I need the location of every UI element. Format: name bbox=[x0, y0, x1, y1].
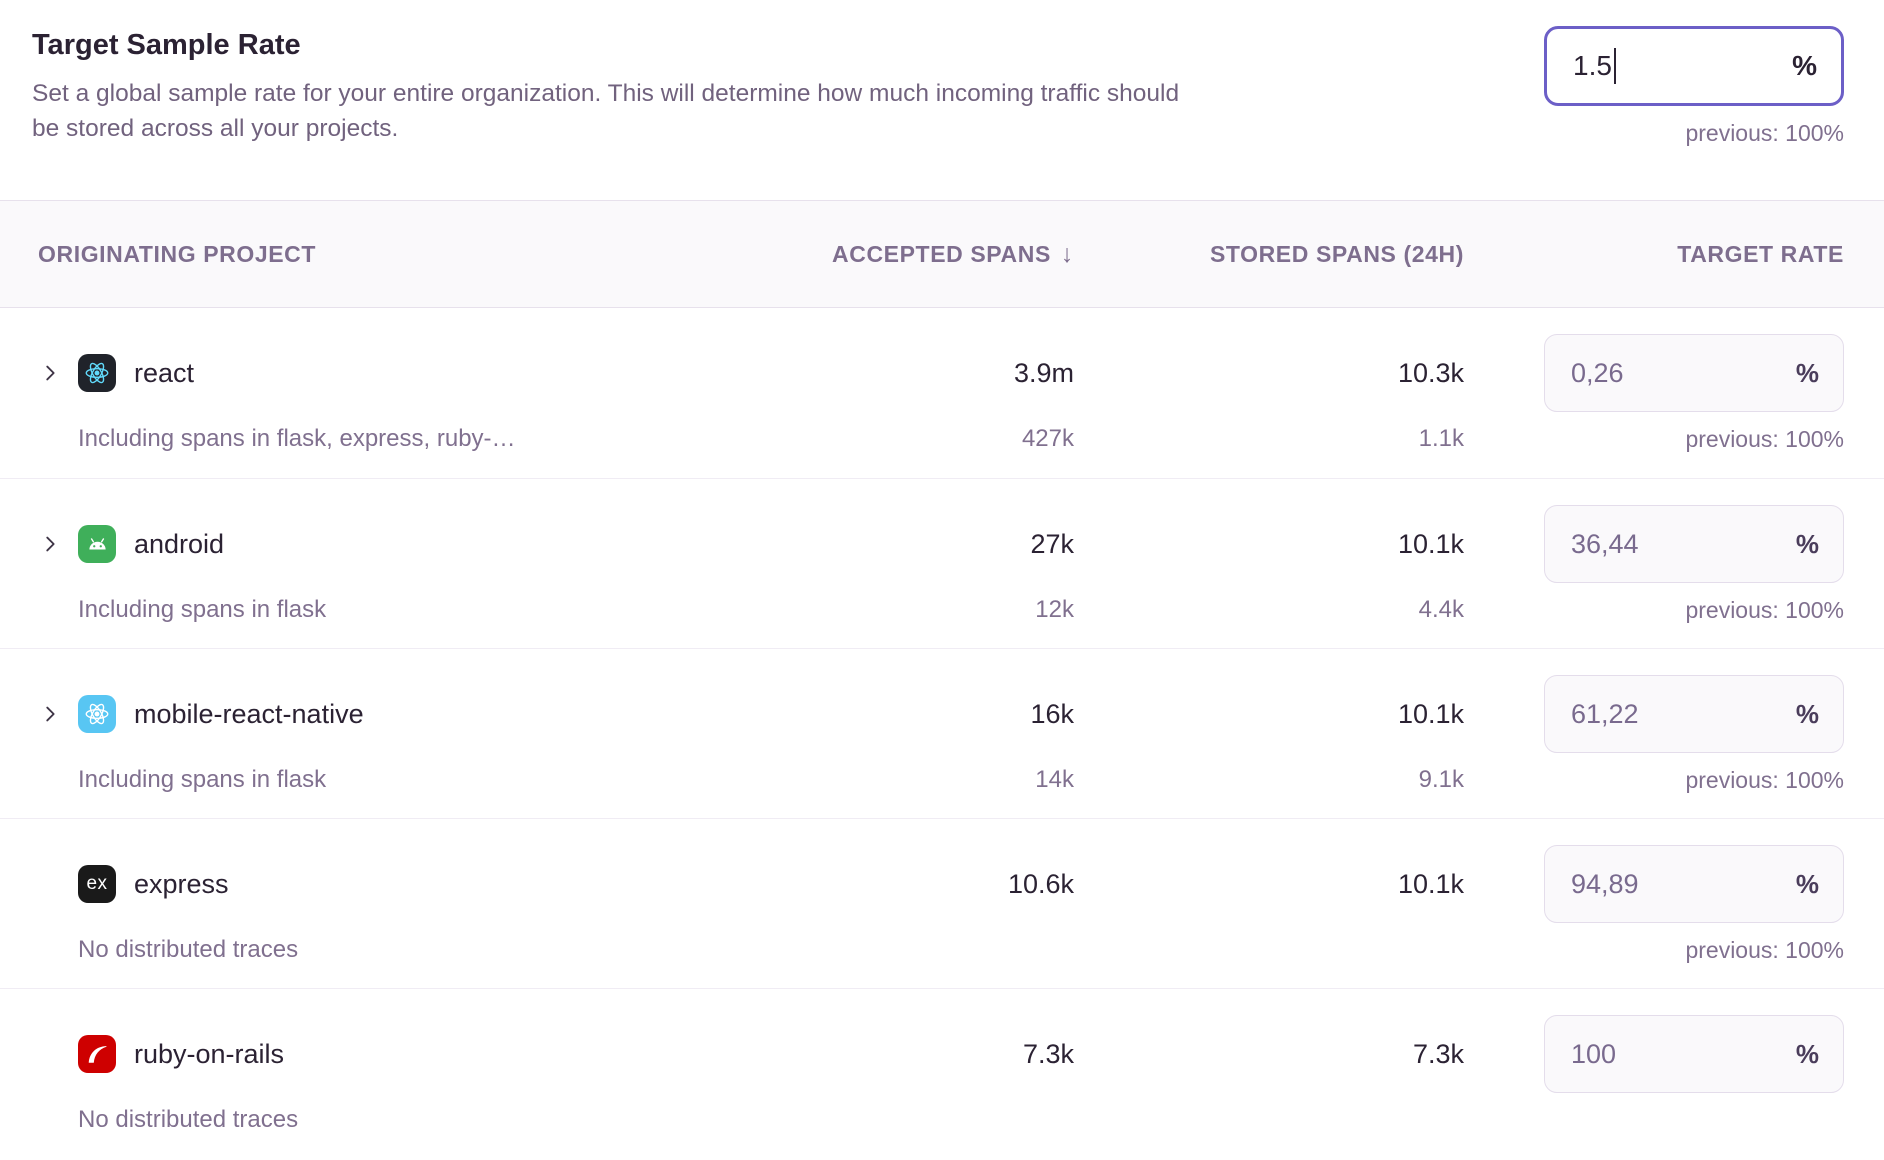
target-rate-value: 0,26 bbox=[1571, 357, 1624, 388]
accepted-spans-value: 7.3k bbox=[1022, 1038, 1074, 1069]
rails-icon bbox=[78, 1035, 116, 1073]
project-name: express bbox=[134, 868, 229, 899]
percent-suffix: % bbox=[1795, 698, 1819, 729]
target-rate-value: 94,89 bbox=[1571, 868, 1639, 899]
accepted-spans-value: 27k bbox=[1030, 528, 1074, 559]
target-rate-value: 100 bbox=[1571, 1038, 1617, 1069]
org-previous-rate: previous: 100% bbox=[1685, 120, 1844, 146]
percent-suffix: % bbox=[1795, 357, 1819, 388]
stored-spans-subvalue: 4.4k bbox=[1418, 596, 1464, 623]
accepted-spans-value: 16k bbox=[1030, 698, 1074, 729]
row-previous-rate bbox=[1464, 1105, 1844, 1135]
target-rate-value: 36,44 bbox=[1571, 528, 1639, 559]
org-rate-control: 1.5 % previous: 100% bbox=[1544, 26, 1844, 147]
percent-suffix: % bbox=[1792, 50, 1817, 81]
target-rate-input[interactable]: 0,26 % bbox=[1544, 334, 1844, 412]
react-icon bbox=[78, 354, 116, 392]
accepted-spans-subvalue bbox=[774, 1105, 1074, 1135]
accepted-spans-subvalue bbox=[774, 935, 1074, 965]
accepted-spans-value: 10.6k bbox=[1007, 868, 1074, 899]
project-row-android: android 27k 10.1k 36,44 % Including span… bbox=[0, 478, 1884, 648]
target-rate-input[interactable]: 94,89 % bbox=[1544, 845, 1844, 923]
stored-spans-subvalue bbox=[1074, 935, 1464, 965]
row-trace-note: Including spans in flask bbox=[78, 766, 327, 793]
accepted-spans-subvalue: 14k bbox=[1035, 766, 1074, 793]
android-icon bbox=[78, 525, 116, 563]
stored-spans-subvalue: 1.1k bbox=[1418, 425, 1464, 452]
section-title: Target Sample Rate bbox=[32, 29, 301, 61]
accepted-spans-subvalue: 12k bbox=[1035, 596, 1074, 623]
target-rate-value: 61,22 bbox=[1571, 698, 1639, 729]
project-name: ruby-on-rails bbox=[134, 1038, 285, 1069]
column-originating-project: ORIGINATING PROJECT bbox=[38, 240, 317, 267]
column-target-rate: TARGET RATE bbox=[1677, 240, 1844, 267]
org-sample-rate-input[interactable]: 1.5 % bbox=[1544, 26, 1844, 106]
accepted-spans-subvalue: 427k bbox=[1021, 425, 1074, 452]
percent-suffix: % bbox=[1795, 1038, 1819, 1069]
row-previous-rate: previous: 100% bbox=[1685, 425, 1844, 452]
org-sample-rate-value: 1.5 bbox=[1573, 50, 1612, 81]
target-rate-input[interactable]: 61,22 % bbox=[1544, 675, 1844, 753]
project-row-mobile-react-native: mobile-react-native 16k 10.1k 61,22 % In… bbox=[0, 648, 1884, 818]
row-trace-note: Including spans in flask bbox=[78, 596, 327, 623]
row-trace-note: Including spans in flask, express, ruby-… bbox=[78, 425, 516, 452]
project-name: react bbox=[134, 357, 195, 388]
target-rate-input[interactable]: 36,44 % bbox=[1544, 505, 1844, 583]
table-header: ORIGINATING PROJECT ACCEPTED SPANS ↓ STOR… bbox=[0, 200, 1884, 308]
project-row-react: react 3.9m 10.3k 0,26 % Including spans … bbox=[0, 308, 1884, 478]
accepted-spans-value: 3.9m bbox=[1013, 357, 1074, 388]
stored-spans-value: 10.1k bbox=[1397, 868, 1464, 899]
row-trace-note: No distributed traces bbox=[78, 936, 299, 963]
project-rows: react 3.9m 10.3k 0,26 % Including spans … bbox=[0, 308, 1884, 1158]
column-accepted-spans[interactable]: ACCEPTED SPANS ↓ bbox=[774, 240, 1074, 269]
target-rate-input[interactable]: 100 % bbox=[1544, 1015, 1844, 1093]
stored-spans-value: 10.1k bbox=[1397, 698, 1464, 729]
row-trace-note: No distributed traces bbox=[78, 1106, 299, 1133]
stored-spans-value: 7.3k bbox=[1412, 1038, 1464, 1069]
project-row-ruby-on-rails: ruby-on-rails 7.3k 7.3k 100 % No distrib… bbox=[0, 988, 1884, 1158]
section-description: Set a global sample rate for your entire… bbox=[32, 80, 1180, 142]
stored-spans-subvalue bbox=[1074, 1105, 1464, 1135]
project-name: mobile-react-native bbox=[134, 698, 364, 729]
project-name: android bbox=[134, 528, 225, 559]
column-stored-spans[interactable]: STORED SPANS (24H) bbox=[1209, 240, 1464, 267]
expand-chevron-icon[interactable] bbox=[38, 361, 62, 385]
express-icon: ex bbox=[78, 865, 116, 903]
column-accepted-spans-label: ACCEPTED SPANS bbox=[832, 240, 1051, 267]
row-previous-rate: previous: 100% bbox=[1685, 766, 1844, 793]
expand-chevron-icon[interactable] bbox=[38, 532, 62, 556]
row-previous-rate: previous: 100% bbox=[1685, 936, 1844, 963]
sort-desc-icon: ↓ bbox=[1060, 239, 1074, 268]
project-row-express: ex express 10.6k 10.1k 94,89 % No distri… bbox=[0, 818, 1884, 988]
stored-spans-subvalue: 9.1k bbox=[1418, 766, 1464, 793]
row-previous-rate: previous: 100% bbox=[1685, 596, 1844, 623]
percent-suffix: % bbox=[1795, 528, 1819, 559]
target-sample-rate-section: Target Sample Rate Set a global sample r… bbox=[0, 0, 1884, 200]
text-caret bbox=[1613, 48, 1616, 84]
stored-spans-value: 10.1k bbox=[1397, 528, 1464, 559]
react-native-icon bbox=[78, 695, 116, 733]
expand-chevron-icon[interactable] bbox=[38, 702, 62, 726]
percent-suffix: % bbox=[1795, 868, 1819, 899]
stored-spans-value: 10.3k bbox=[1397, 357, 1464, 388]
